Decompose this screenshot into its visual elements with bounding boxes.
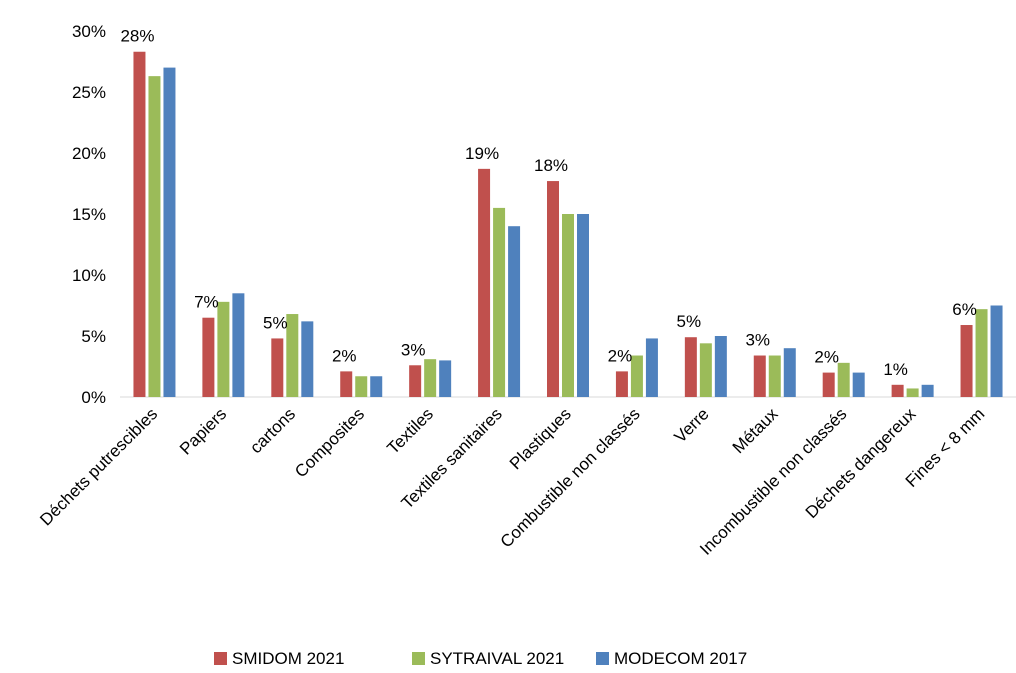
x-tick-label: Plastiques [506,404,575,473]
bar-smidom-2021-9 [753,355,766,397]
bar-modecom-2017-2 [301,321,314,397]
bar-modecom-2017-4 [439,360,452,397]
y-axis: 0% 5% 10% 15% 20% 25% 30% [72,22,106,407]
data-label: 5% [263,313,288,332]
bar-sytraival-2021-7 [630,355,643,397]
data-label: 3% [401,340,426,359]
bar-smidom-2021-8 [684,337,697,397]
x-tick-label: Déchets putrescibles [36,404,161,529]
data-label: 2% [332,346,357,365]
bar-smidom-2021-6 [547,181,559,397]
x-tick-label: Combustible non classés [497,404,644,551]
bar-modecom-2017-7 [645,338,658,397]
bar-sytraival-2021-9 [768,355,781,397]
y-tick-label: 0% [81,388,106,407]
bar-sytraival-2021-8 [699,343,712,397]
x-tick-label: Composites [291,404,368,481]
bar-sytraival-2021-10 [837,362,850,397]
bar-smidom-2021-1 [202,317,215,397]
bar-modecom-2017-3 [370,376,383,397]
legend-swatch [214,652,227,665]
bar-modecom-2017-1 [232,293,245,397]
bar-smidom-2021-11 [891,384,904,397]
data-label: 3% [745,331,770,350]
x-tick-label: Textiles [383,404,437,458]
legend-swatch [596,652,609,665]
bar-modecom-2017-0 [163,67,176,397]
bar-sytraival-2021-11 [906,388,919,397]
bar-sytraival-2021-0 [148,76,161,397]
data-label: 2% [608,346,633,365]
y-tick-label: 25% [72,83,106,102]
y-tick-label: 20% [72,144,106,163]
bar-modecom-2017-9 [783,348,796,397]
y-tick-label: 5% [81,327,106,346]
x-tick-label: Verre [671,404,713,446]
x-axis: Déchets putrescibles Papiers cartonsCompos… [36,396,1016,559]
bar-sytraival-2021-12 [975,309,988,397]
bar-modecom-2017-11 [921,384,934,397]
legend-label: SYTRAIVAL 2021 [430,649,564,668]
y-tick-label: 30% [72,22,106,41]
legend-label: SMIDOM 2021 [232,649,344,668]
bar-modecom-2017-8 [714,336,727,397]
bar-smidom-2021-12 [960,325,973,397]
bar-smidom-2021-0 [133,51,146,398]
legend: SMIDOM 2021 SYTRAIVAL 2021 MODECOM 2017 [214,649,747,668]
y-tick-label: 15% [72,205,106,224]
x-tick-label: Métaux [729,404,782,457]
bar-modecom-2017-5 [508,226,521,397]
bar-sytraival-2021-6 [562,214,574,397]
data-label: 2% [814,348,839,367]
data-label: 18% [534,156,568,175]
data-label: 5% [677,312,702,331]
x-tick-label: Incombustible non classés [696,404,850,558]
bar-sytraival-2021-5 [493,207,506,397]
bar-sytraival-2021-3 [355,376,368,397]
data-labels: 28% 7% 5% 2% 3% 19% 18% 2% 5% 3% 2% 1% 6% [120,27,976,379]
legend-label: MODECOM 2017 [614,649,747,668]
bar-smidom-2021-3 [340,371,353,397]
bar-smidom-2021-4 [409,365,422,397]
bar-sytraival-2021-4 [424,359,437,397]
bar-sytraival-2021-1 [217,301,230,397]
data-label: 6% [952,300,977,319]
bar-smidom-2021-7 [615,371,628,397]
bar-smidom-2021-5 [478,168,491,397]
bar-sytraival-2021-2 [286,314,299,397]
bar-smidom-2021-10 [822,372,835,397]
data-label: 28% [120,27,154,46]
data-label: 1% [883,360,908,379]
x-tick-label: cartons [246,404,299,457]
bars [133,51,1003,398]
legend-swatch [412,652,425,665]
data-label: 7% [194,293,219,312]
x-tick-label: Papiers [176,404,230,458]
bar-modecom-2017-12 [990,305,1003,397]
bar-smidom-2021-2 [271,338,284,397]
bar-modecom-2017-6 [577,214,589,397]
bar-modecom-2017-10 [852,372,865,397]
data-label: 19% [465,144,499,163]
y-tick-label: 10% [72,266,106,285]
